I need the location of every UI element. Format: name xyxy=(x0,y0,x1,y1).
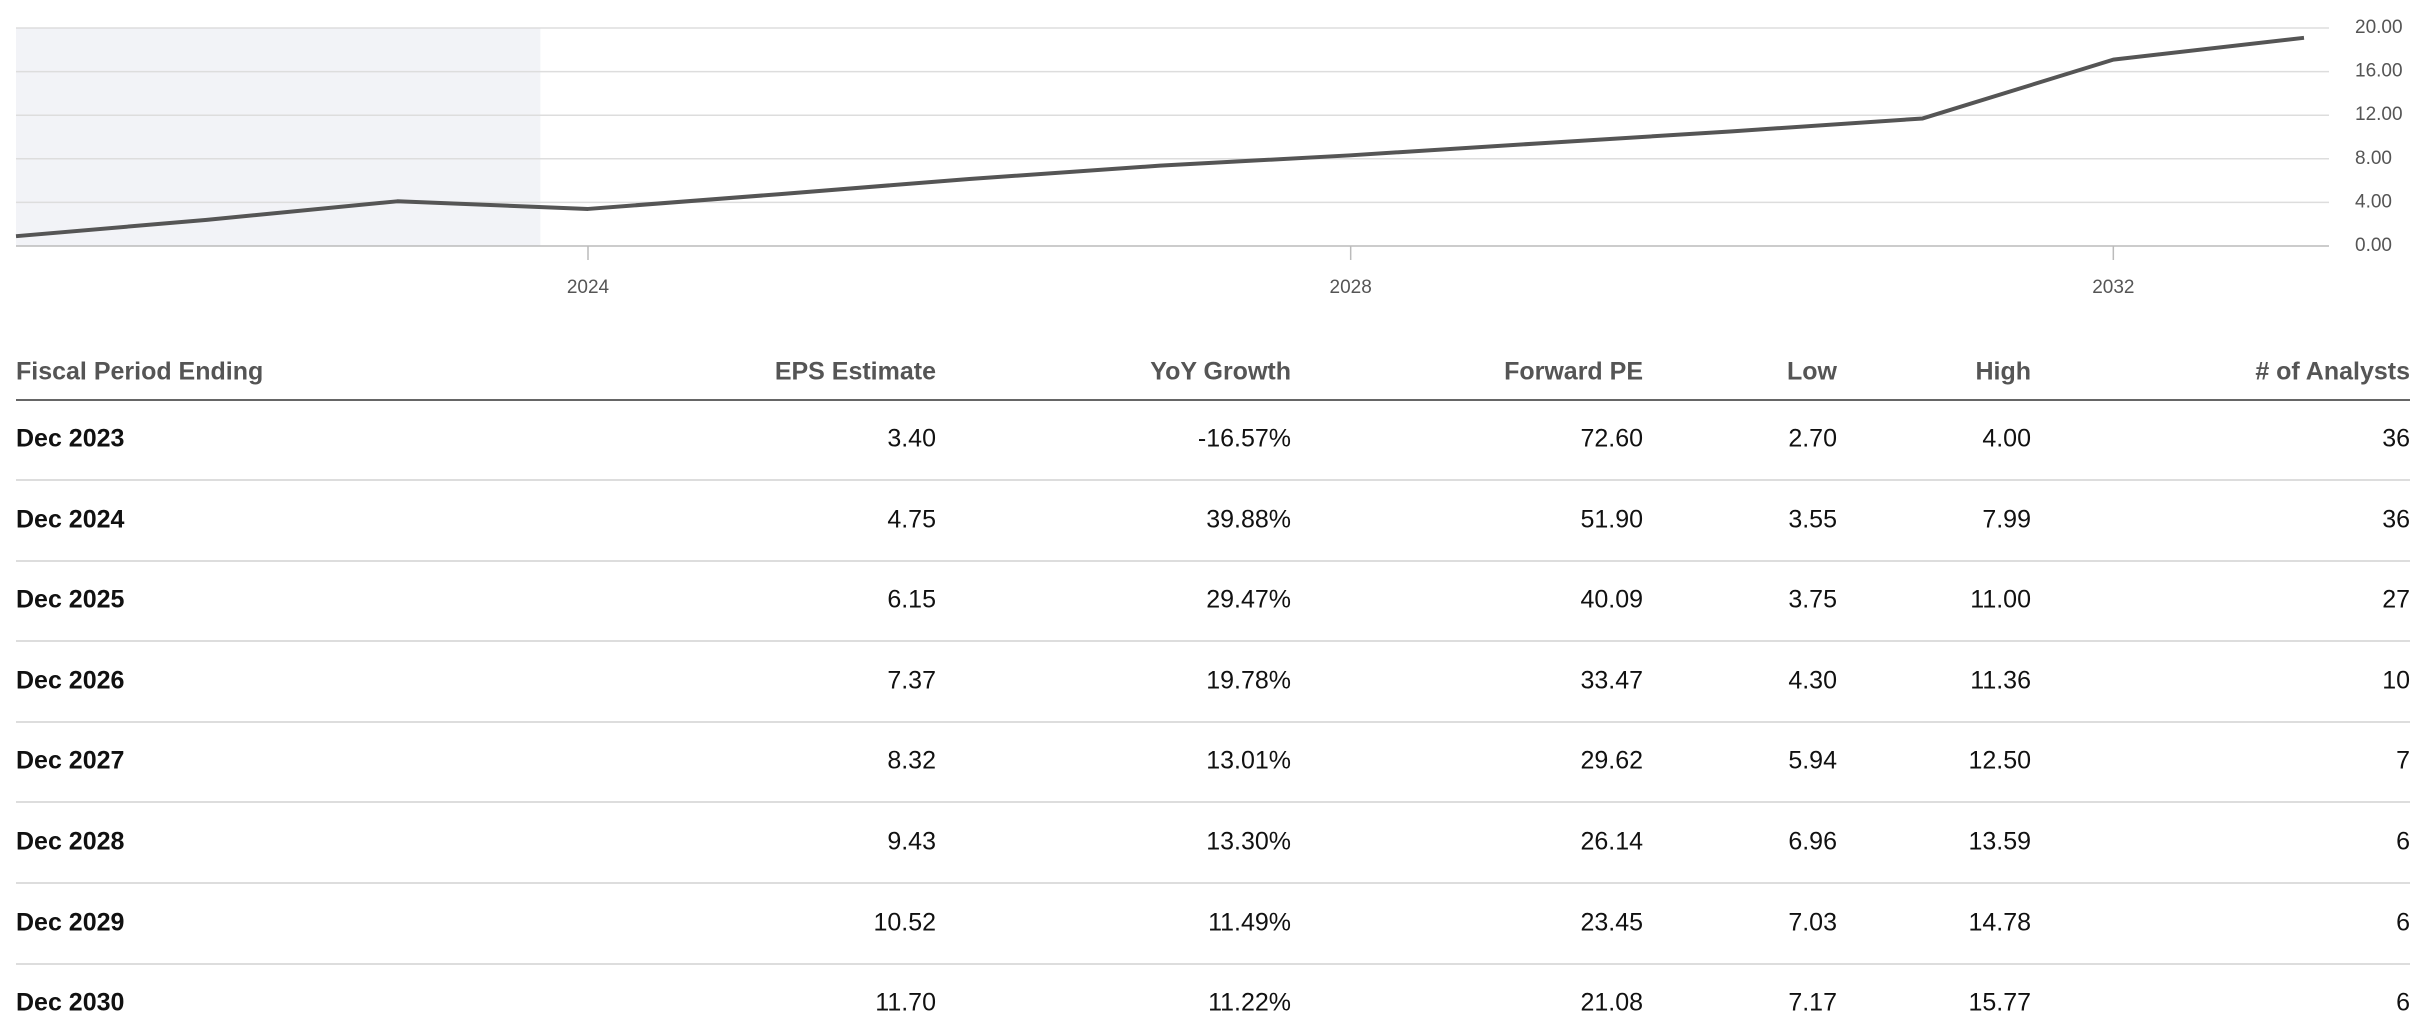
row-separator xyxy=(16,882,2410,884)
table-cell: 6 xyxy=(2396,908,2410,937)
table-cell: 3.75 xyxy=(1788,585,1837,614)
row-separator xyxy=(16,720,2410,723)
table-cell: 39.88% xyxy=(1206,505,1291,534)
row-separator xyxy=(16,559,2410,562)
table-cell: Forward PE xyxy=(1504,357,1643,386)
table-cell: 7.37 xyxy=(887,666,936,695)
x-tick-label: 2024 xyxy=(567,277,610,298)
table-cell: EPS Estimate xyxy=(774,357,936,386)
table-cell: 7.17 xyxy=(1788,988,1837,1017)
y-tick-label: 16.00 xyxy=(2355,61,2403,82)
table-cell: 10 xyxy=(2382,666,2410,695)
table-cell: 40.09 xyxy=(1580,585,1643,614)
table-cell: 8.32 xyxy=(887,746,936,775)
y-tick-label: 4.00 xyxy=(2355,191,2392,212)
y-tick-label: 12.00 xyxy=(2355,104,2403,125)
table-cell: 72.60 xyxy=(1580,424,1643,453)
table-cell: 36 xyxy=(2382,424,2410,453)
table-cell: Dec 2025 xyxy=(16,585,125,614)
shaded-region xyxy=(16,28,541,246)
table-cell: 15.77 xyxy=(1968,988,2031,1017)
table-cell: 7 xyxy=(2396,746,2410,775)
row-separator xyxy=(16,640,2410,643)
table-cell: 21.08 xyxy=(1580,988,1643,1017)
x-tick-label: 2028 xyxy=(1330,277,1372,298)
row-separator xyxy=(16,399,2410,401)
table-cell: 7.03 xyxy=(1788,908,1837,937)
table-cell: 29.62 xyxy=(1580,746,1643,775)
table-cell: 11.70 xyxy=(875,988,936,1017)
table-cell: 13.30% xyxy=(1206,827,1291,856)
table-cell: 11.36 xyxy=(1970,666,2031,695)
y-tick-label: 20.00 xyxy=(2355,17,2403,38)
table-cell: 11.00 xyxy=(1970,585,2031,614)
table-cell: 5.94 xyxy=(1788,746,1837,775)
table-cell: Dec 2023 xyxy=(16,424,125,453)
table-cell: 4.30 xyxy=(1788,666,1837,695)
table-cell: 4.00 xyxy=(1982,424,2031,453)
y-tick-label: 0.00 xyxy=(2355,235,2392,256)
table-cell: 11.49% xyxy=(1208,908,1291,937)
table-cell: Dec 2026 xyxy=(16,666,125,695)
table-cell: Dec 2029 xyxy=(16,908,125,937)
row-separator xyxy=(16,479,2410,481)
table-cell: 10.52 xyxy=(873,908,936,937)
table-cell: Low xyxy=(1787,357,1837,386)
table-cell: 51.90 xyxy=(1580,505,1643,534)
table-cell: 6.15 xyxy=(887,585,936,614)
line xyxy=(15,35,2305,239)
chart: 0.00 4.00 8.00 12.00 16.00 20.00 2024 2028 2032 xyxy=(15,17,2403,298)
table-cell: 11.22% xyxy=(1208,988,1291,1017)
table-cell: 26.14 xyxy=(1580,827,1643,856)
table-cell: 2.70 xyxy=(1788,424,1837,453)
table-cell: 23.45 xyxy=(1580,908,1643,937)
table-cell: YoY Growth xyxy=(1150,357,1291,386)
table-cell: 19.78% xyxy=(1206,666,1291,695)
table-cell: 9.43 xyxy=(887,827,936,856)
table-cell: 13.59 xyxy=(1968,827,2031,856)
row-separator xyxy=(16,801,2410,804)
table-cell: 27 xyxy=(2382,585,2410,614)
table-cell: 33.47 xyxy=(1580,666,1643,695)
table-cell: Dec 2028 xyxy=(16,827,125,856)
table-cell: Dec 2030 xyxy=(16,988,125,1017)
table-cell: 3.55 xyxy=(1788,505,1837,534)
y-tick-label: 8.00 xyxy=(2355,148,2392,169)
table-cell: 7.99 xyxy=(1982,505,2031,534)
table-cell: 29.47% xyxy=(1206,585,1291,614)
table-cell: # of Analysts xyxy=(2255,357,2410,386)
table-cell: Dec 2024 xyxy=(16,505,125,534)
table-cell: 6 xyxy=(2396,827,2410,856)
table-cell: High xyxy=(1975,357,2031,386)
table-cell: 6 xyxy=(2396,988,2410,1017)
table-cell: 3.40 xyxy=(887,424,936,453)
table-cell: 13.01% xyxy=(1206,746,1291,775)
table-cell: Fiscal Period Ending xyxy=(16,357,264,386)
table-cell: 36 xyxy=(2382,505,2410,534)
table-cell: 14.78 xyxy=(1968,908,2031,937)
table-cell: -16.57% xyxy=(1197,424,1291,453)
x-tick-label: 2032 xyxy=(2092,277,2134,298)
row-separator xyxy=(16,962,2410,965)
table-cell: 4.75 xyxy=(887,505,936,534)
table-cell: 12.50 xyxy=(1968,746,2031,775)
table-cell: Dec 2027 xyxy=(16,746,125,775)
table-cell: 6.96 xyxy=(1788,827,1837,856)
